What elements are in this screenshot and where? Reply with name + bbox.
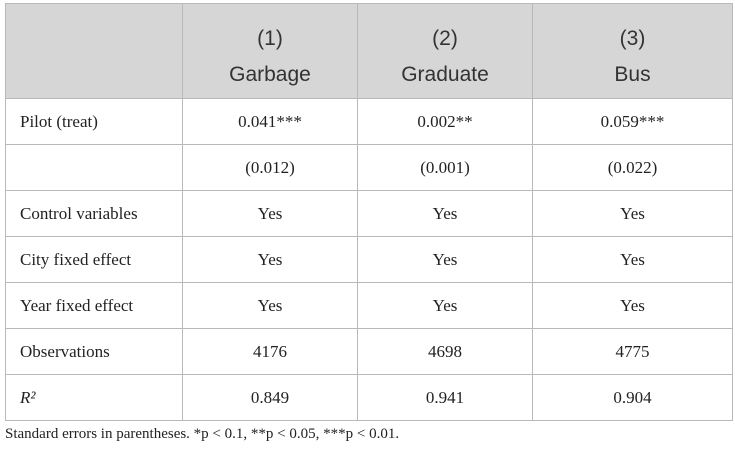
results-table: (1) (2) (3) Garbage Graduate Bus Pilot (trea…: [5, 3, 733, 421]
table-cell: Yes: [532, 236, 733, 283]
table-cell: 0.904: [532, 374, 733, 421]
table-cell: 4698: [357, 328, 533, 375]
table-cell: Yes: [182, 190, 358, 237]
table-row: Pilot (treat) 0.041*** 0.002** 0.059***: [5, 98, 733, 145]
column-name: Graduate: [357, 51, 533, 99]
table-cell: 0.059***: [532, 98, 733, 145]
table-cell: (0.001): [357, 144, 533, 191]
table-row: Year fixed effect Yes Yes Yes: [5, 282, 733, 329]
table-row: Control variables Yes Yes Yes: [5, 190, 733, 237]
row-label: R²: [5, 374, 183, 421]
header-row: (1) (2) (3): [5, 3, 733, 51]
row-label: Control variables: [5, 190, 183, 237]
table-cell: Yes: [532, 190, 733, 237]
column-number: (1): [182, 3, 358, 51]
table-cell: 0.002**: [357, 98, 533, 145]
header-cell: [5, 51, 183, 99]
table-cell: 0.849: [182, 374, 358, 421]
table-cell: Yes: [182, 236, 358, 283]
table-cell: 0.941: [357, 374, 533, 421]
table-cell: Yes: [182, 282, 358, 329]
table-cell: 4775: [532, 328, 733, 375]
column-name: Bus: [532, 51, 733, 99]
table-row: City fixed effect Yes Yes Yes: [5, 236, 733, 283]
header-row: Garbage Graduate Bus: [5, 51, 733, 99]
column-number: (2): [357, 3, 533, 51]
footnote: Standard errors in parentheses. *p < 0.1…: [5, 426, 400, 442]
row-label: Year fixed effect: [5, 282, 183, 329]
table-cell: Yes: [357, 236, 533, 283]
table-cell: (0.022): [532, 144, 733, 191]
column-number: (3): [532, 3, 733, 51]
table-row: R² 0.849 0.941 0.904: [5, 374, 733, 421]
table-cell: Yes: [357, 190, 533, 237]
table-cell: 4176: [182, 328, 358, 375]
column-name: Garbage: [182, 51, 358, 99]
row-label: Pilot (treat): [5, 98, 183, 145]
table-row: (0.012) (0.001) (0.022): [5, 144, 733, 191]
row-label: [5, 144, 183, 191]
row-label: Observations: [5, 328, 183, 375]
table-cell: Yes: [532, 282, 733, 329]
row-label: City fixed effect: [5, 236, 183, 283]
table-cell: (0.012): [182, 144, 358, 191]
table-cell: Yes: [357, 282, 533, 329]
table-cell: 0.041***: [182, 98, 358, 145]
table-row: Observations 4176 4698 4775: [5, 328, 733, 375]
header-cell: [5, 3, 183, 51]
